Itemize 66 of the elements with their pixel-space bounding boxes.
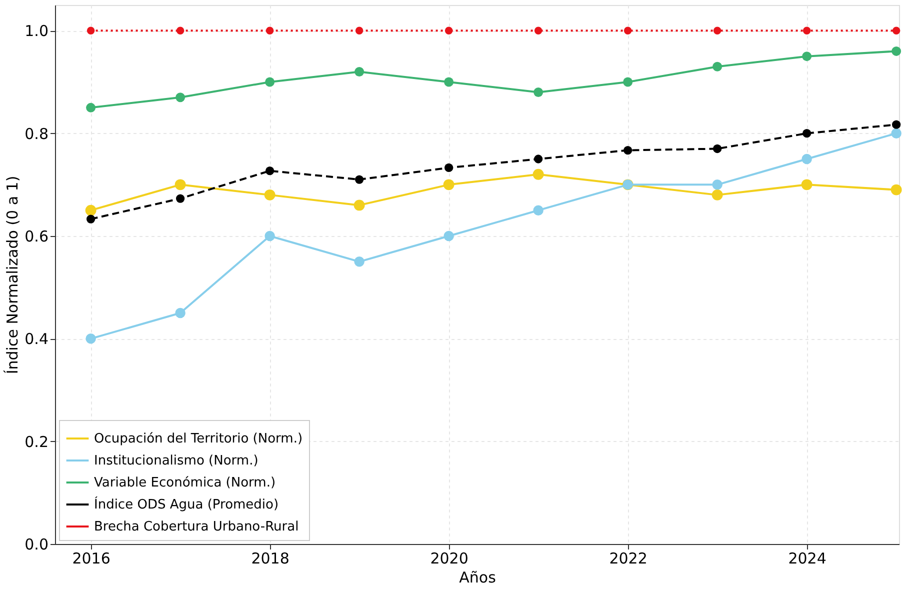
x-tick-label: 2022 (609, 550, 648, 568)
x-tick-label: 2018 (251, 550, 290, 568)
point (712, 180, 722, 190)
y-tick-label: 0.4 (24, 330, 48, 348)
x-tick-label: 2024 (788, 550, 826, 568)
point (444, 230, 454, 242)
point (176, 26, 184, 35)
point (265, 77, 275, 87)
point (890, 184, 902, 196)
y-tick-label: 0.0 (24, 536, 48, 554)
point (354, 175, 364, 184)
point (712, 144, 722, 154)
point (444, 26, 453, 35)
point (802, 26, 811, 35)
point (174, 179, 186, 190)
point (354, 67, 364, 76)
point (713, 26, 722, 35)
point (534, 88, 544, 97)
point (892, 46, 902, 56)
point (354, 256, 364, 267)
point (533, 205, 544, 216)
point (444, 77, 454, 87)
point (85, 204, 96, 216)
y-tick-label: 0.6 (24, 228, 48, 246)
point (712, 189, 723, 200)
point (801, 179, 812, 190)
point (623, 146, 632, 155)
point (175, 308, 186, 318)
legend-label: Índice ODS Agua (Promedio) (94, 496, 279, 512)
y-axis-title: Índice Normalizado (0 a 1) (4, 176, 22, 374)
point (86, 334, 96, 344)
legend-label: Institucionalismo (Norm.) (94, 454, 258, 468)
point (891, 128, 902, 138)
point (443, 179, 454, 190)
point (712, 62, 722, 72)
point (624, 26, 632, 35)
point (264, 189, 276, 200)
x-tick-label: 2016 (72, 550, 110, 568)
legend-label: Ocupación del Territorio (Norm.) (94, 432, 303, 446)
point (892, 26, 900, 35)
legend-label: Brecha Cobertura Urbano-Rural (94, 520, 299, 534)
point (354, 200, 365, 211)
legend-label: Variable Económica (Norm.) (94, 476, 276, 490)
point (444, 163, 454, 172)
point (176, 92, 186, 102)
point (355, 26, 364, 35)
point (532, 168, 544, 180)
point (534, 26, 542, 35)
y-tick-label: 0.8 (24, 124, 48, 143)
point (86, 102, 96, 112)
x-tick-label: 2020 (430, 550, 468, 568)
point (623, 77, 633, 87)
point (264, 230, 275, 242)
point (176, 194, 185, 203)
x-axis-title: Años (459, 568, 496, 586)
y-tick-label: 1.0 (24, 22, 48, 40)
point (534, 154, 543, 164)
y-tick-label: 0.2 (24, 432, 48, 451)
point (265, 166, 274, 176)
point (86, 26, 95, 35)
point (802, 154, 812, 164)
point (86, 214, 96, 224)
point (802, 52, 812, 62)
point (802, 129, 812, 138)
point (892, 120, 901, 129)
point (266, 26, 274, 35)
